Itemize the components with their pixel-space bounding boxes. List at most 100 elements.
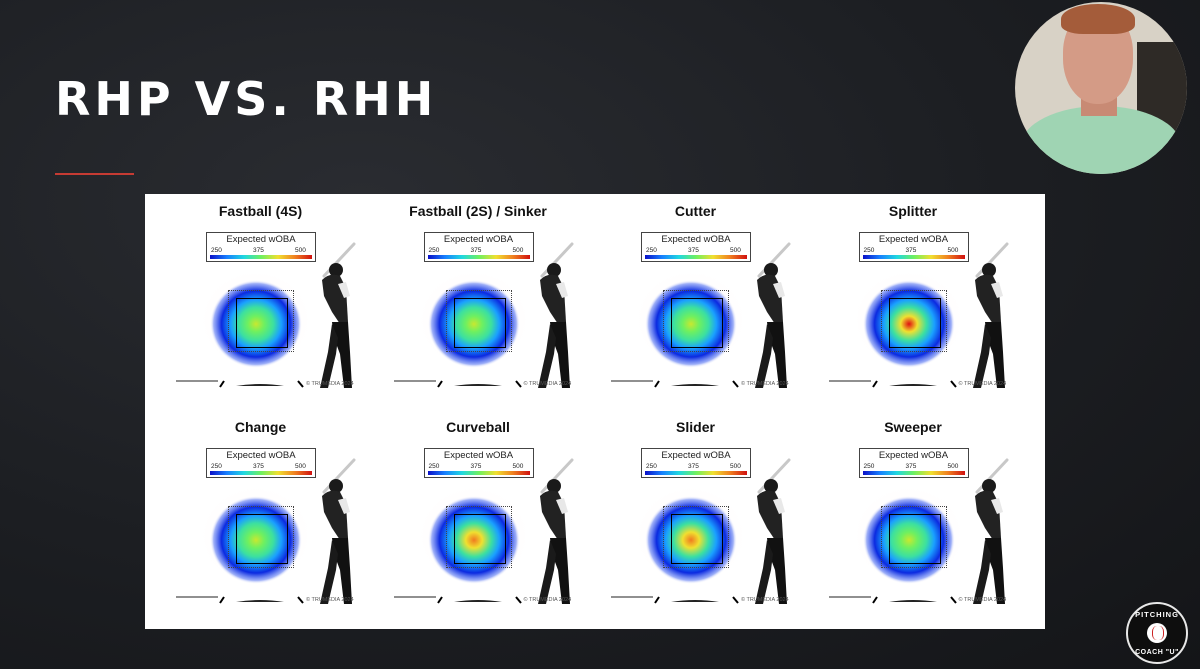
strike-zone: [236, 514, 288, 564]
xwoba-legend: Expected wOBA 250 375 500: [641, 232, 751, 262]
title-underline: [55, 173, 134, 175]
strike-zone: [453, 514, 506, 564]
batter-silhouette-icon: [320, 458, 356, 604]
xwoba-legend: Expected wOBA 250 375 500: [858, 232, 969, 262]
batter-silhouette-icon: [972, 242, 1008, 388]
home-plate-ground: [828, 380, 957, 388]
home-plate-ground: [176, 596, 304, 604]
legend-color-bar: [210, 255, 312, 259]
pitch-type-title: Splitter: [888, 203, 938, 219]
trumedia-credit: © TRUMEDIA 2024: [741, 381, 789, 387]
xwoba-legend: Expected wOBA 250 375 500: [641, 448, 751, 478]
legend-color-bar: [645, 255, 747, 259]
home-plate-ground: [828, 596, 957, 604]
pitch-heatmap-cell: Cutter Expected wOBA 250 375 500 © TRUMEDIA 2…: [583, 194, 808, 409]
strike-zone: [236, 298, 288, 348]
shadow-zone-outline: [445, 506, 512, 568]
shadow-zone-outline: [880, 290, 947, 352]
batter-silhouette-icon: [537, 458, 573, 604]
legend-label: Expected wOBA: [661, 234, 731, 245]
legend-label: Expected wOBA: [226, 450, 296, 461]
pitch-type-title: Curveball: [446, 419, 510, 435]
legend-color-bar: [210, 471, 312, 475]
legend-tick: 375: [688, 247, 699, 254]
legend-tick: 500: [730, 247, 741, 254]
legend-tick: 250: [646, 463, 657, 470]
trumedia-credit: © TRUMEDIA 2024: [306, 381, 354, 387]
strike-zone: [453, 298, 506, 348]
shadow-zone-outline: [880, 506, 947, 568]
legend-tick: 500: [947, 247, 959, 254]
legend-tick: 375: [470, 463, 482, 470]
logo-top-text: PITCHING: [1135, 610, 1179, 619]
legend-label: Expected wOBA: [878, 234, 949, 245]
trumedia-credit: © TRUMEDIA 2024: [958, 381, 1007, 387]
heatmap-panel: Fastball (4S) Expected wOBA 250 375 500 © TRU…: [145, 194, 1045, 629]
legend-label: Expected wOBA: [878, 450, 949, 461]
legend-label: Expected wOBA: [661, 450, 731, 461]
shadow-zone-outline: [228, 290, 294, 352]
presenter-webcam: [1015, 2, 1187, 174]
legend-tick: 250: [646, 247, 657, 254]
xwoba-legend: Expected wOBA 250 375 500: [423, 448, 534, 478]
trumedia-credit: © TRUMEDIA 2024: [523, 381, 572, 387]
legend-tick: 500: [512, 247, 524, 254]
legend-color-bar: [427, 471, 530, 475]
pitch-heatmap-cell: Fastball (4S) Expected wOBA 250 375 500 © TRU…: [148, 194, 373, 409]
pitch-type-title: Slider: [676, 419, 715, 435]
strike-zone: [671, 514, 723, 564]
batter-silhouette-icon: [537, 242, 573, 388]
legend-label: Expected wOBA: [226, 234, 296, 245]
legend-tick: 500: [512, 463, 524, 470]
xwoba-legend: Expected wOBA 250 375 500: [858, 448, 969, 478]
batter-silhouette-icon: [972, 458, 1008, 604]
legend-tick: 375: [253, 463, 264, 470]
pitch-heatmap-cell: Slider Expected wOBA 250 375 500 © TRUMEDIA 2…: [583, 410, 808, 625]
pitch-type-title: Sweeper: [884, 419, 942, 435]
home-plate-ground: [393, 380, 522, 388]
legend-tick: 250: [863, 463, 875, 470]
trumedia-credit: © TRUMEDIA 2024: [306, 597, 354, 603]
trumedia-credit: © TRUMEDIA 2024: [523, 597, 572, 603]
batter-silhouette-icon: [320, 242, 356, 388]
pitch-heatmap-cell: Sweeper Expected wOBA 250 375 500 © TRUMEDIA …: [801, 410, 1026, 625]
legend-tick: 250: [428, 463, 440, 470]
legend-tick: 375: [253, 247, 264, 254]
legend-color-bar: [645, 471, 747, 475]
legend-label: Expected wOBA: [443, 450, 514, 461]
baseball-seam-icon: [1152, 626, 1164, 640]
pitch-type-title: Fastball (4S): [218, 203, 303, 219]
trumedia-credit: © TRUMEDIA 2024: [741, 597, 789, 603]
legend-label: Expected wOBA: [443, 234, 514, 245]
legend-tick: 500: [295, 247, 306, 254]
shadow-zone-outline: [445, 290, 512, 352]
trumedia-credit: © TRUMEDIA 2024: [958, 597, 1007, 603]
strike-zone: [888, 514, 941, 564]
slide-title: RHP VS. RHH: [55, 72, 438, 126]
xwoba-legend: Expected wOBA 250 375 500: [423, 232, 534, 262]
home-plate-ground: [611, 596, 739, 604]
logo-bottom-text: COACH "U": [1135, 649, 1179, 656]
pitch-heatmap-cell: Splitter Expected wOBA 250 375 500 © TRUMEDIA…: [801, 194, 1026, 409]
batter-silhouette-icon: [755, 458, 791, 604]
pitch-type-title: Fastball (2S) / Sinker: [409, 203, 547, 219]
pitch-heatmap-cell: Change Expected wOBA 250 375 500 © TRUMEDIA 2…: [148, 410, 373, 625]
shadow-zone-outline: [228, 506, 294, 568]
strike-zone: [671, 298, 723, 348]
legend-tick: 375: [905, 247, 917, 254]
batter-silhouette-icon: [755, 242, 791, 388]
shadow-zone-outline: [663, 290, 729, 352]
home-plate-ground: [393, 596, 522, 604]
shadow-zone-outline: [663, 506, 729, 568]
strike-zone: [888, 298, 941, 348]
legend-tick: 250: [211, 463, 222, 470]
legend-tick: 500: [295, 463, 306, 470]
pitching-coach-u-logo: PITCHING COACH "U": [1126, 602, 1188, 664]
legend-tick: 375: [905, 463, 917, 470]
presenter-shirt: [1021, 106, 1181, 174]
legend-color-bar: [862, 255, 965, 259]
pitch-type-title: Change: [234, 419, 287, 435]
pitch-heatmap-cell: Curveball Expected wOBA 250 375 500 © TRUMEDI…: [366, 410, 591, 625]
legend-tick: 250: [428, 247, 440, 254]
